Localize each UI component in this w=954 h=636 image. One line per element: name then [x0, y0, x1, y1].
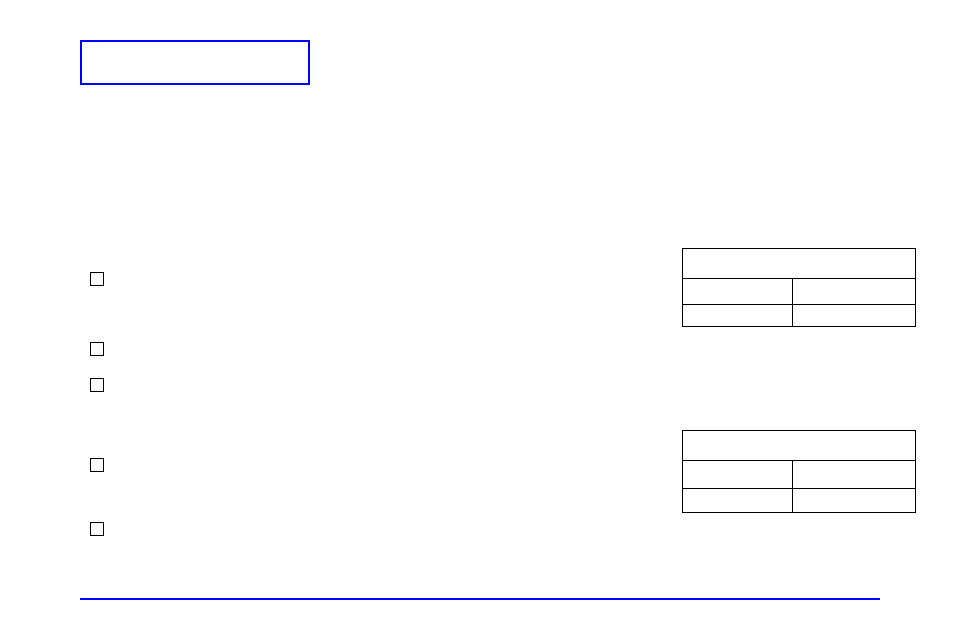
table-2-r2c1 [683, 489, 793, 513]
table-1-r1c2 [792, 279, 915, 305]
table-2-r1c2 [792, 461, 915, 489]
checkbox-2[interactable] [90, 342, 104, 356]
data-table-2 [682, 430, 916, 513]
data-table-1 [682, 248, 916, 327]
checkbox-5[interactable] [90, 522, 104, 536]
table-2-r1c1 [683, 461, 793, 489]
table-2-header [683, 431, 916, 461]
checkbox-1[interactable] [90, 272, 104, 286]
checkbox-3[interactable] [90, 378, 104, 392]
page-canvas [0, 0, 954, 636]
table-1-header [683, 249, 916, 279]
table-1-r2c1 [683, 305, 793, 327]
table-1-r1c1 [683, 279, 793, 305]
section-divider [80, 598, 880, 600]
checkbox-4[interactable] [90, 458, 104, 472]
table-1-r2c2 [792, 305, 915, 327]
title-box [80, 40, 310, 85]
table-2-r2c2 [792, 489, 915, 513]
